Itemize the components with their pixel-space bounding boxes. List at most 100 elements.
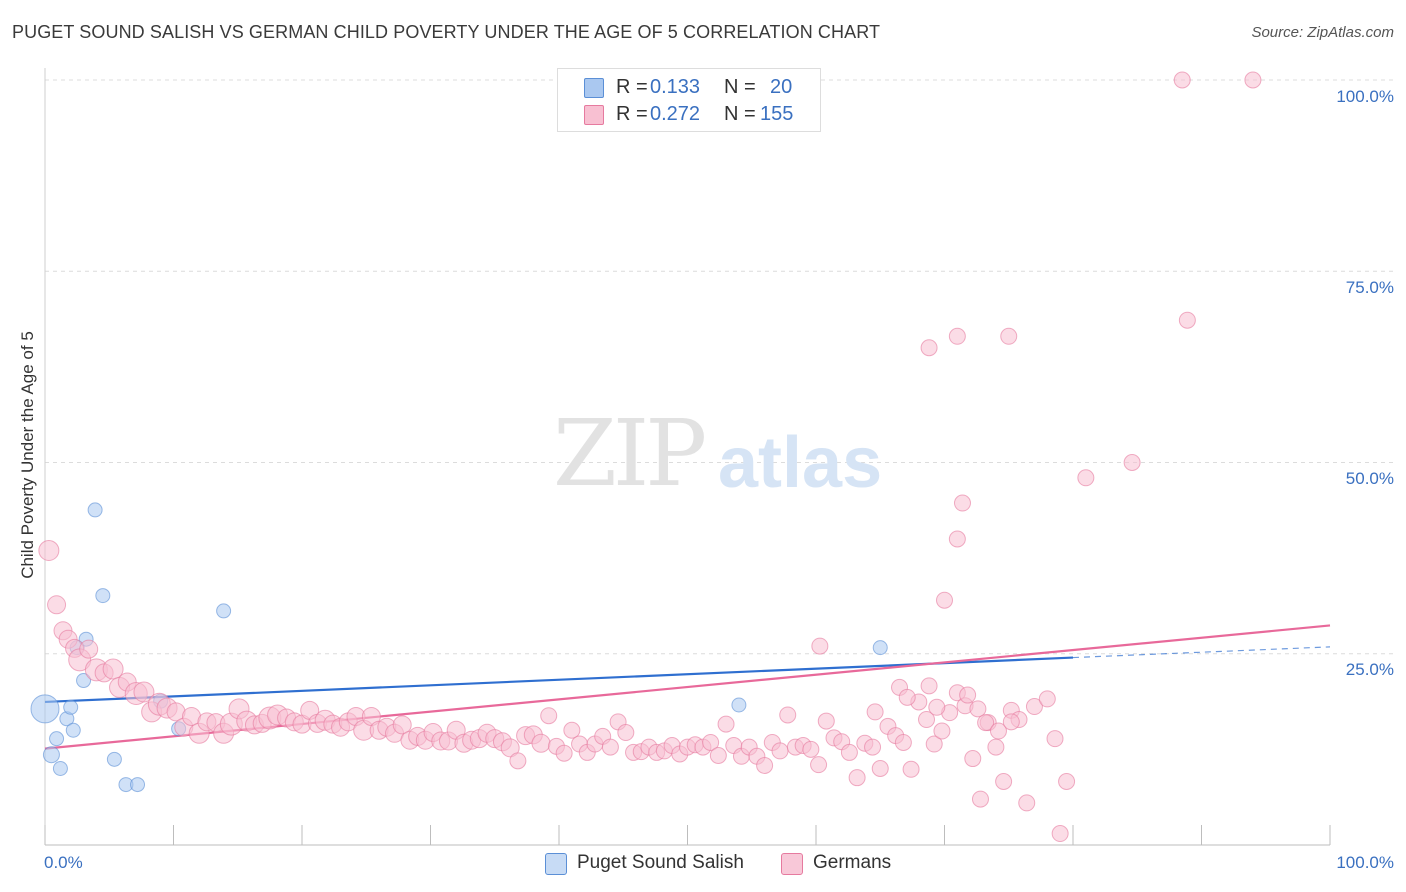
y-tick-label-50: 50.0% (1345, 469, 1394, 488)
legend-n-value: 155 (760, 103, 794, 125)
point-germans (1002, 713, 1020, 731)
point-germans (500, 738, 520, 758)
point-germans (977, 714, 995, 732)
point-germans (392, 715, 412, 735)
point-germans (969, 700, 987, 718)
legend-r-label: R = (616, 76, 648, 98)
gridlines (45, 79, 1395, 655)
point-germans (848, 769, 866, 787)
point-germans (920, 677, 938, 695)
point-germans (1051, 825, 1069, 843)
point-germans (902, 760, 920, 778)
point-germans (866, 703, 884, 721)
point-germans (918, 711, 936, 729)
point-germans (531, 733, 551, 753)
data-points (30, 71, 1262, 843)
point-germans (864, 738, 882, 756)
y-tick-label-75: 75.0% (1345, 278, 1394, 297)
point-germans (953, 494, 971, 512)
point-puget-sound-salish (63, 699, 79, 715)
point-puget-sound-salish (49, 731, 65, 747)
point-puget-sound-salish (106, 751, 122, 767)
bottom-legend-label-germans: Germans (813, 852, 892, 873)
x-tick-label-min: 0.0% (44, 853, 83, 872)
trend-line-extension-puget-sound-salish (1072, 646, 1331, 659)
point-germans (709, 746, 727, 764)
point-germans (563, 721, 581, 739)
point-puget-sound-salish (731, 697, 747, 713)
point-germans (1178, 311, 1196, 329)
watermark-atlas: atlas (718, 423, 883, 503)
point-germans (925, 735, 943, 753)
point-germans (971, 790, 989, 808)
point-germans (928, 698, 946, 716)
point-germans (898, 688, 916, 706)
point-germans (1000, 327, 1018, 345)
bottom-legend-swatch-salish (545, 853, 567, 875)
point-germans (601, 738, 619, 756)
point-germans (995, 773, 1013, 791)
point-germans (617, 724, 635, 742)
point-germans (920, 339, 938, 357)
point-germans (38, 539, 60, 561)
legend-r-value: 0.133 (650, 76, 701, 98)
point-germans (936, 591, 953, 609)
legend-n-label: N = (724, 76, 756, 98)
point-germans (810, 756, 828, 774)
legend-swatch-germans (584, 105, 604, 125)
source-label: Source: ZipAtlas.com (1251, 24, 1394, 41)
point-germans (987, 738, 1005, 756)
bottom-legend-label-salish: Puget Sound Salish (577, 852, 744, 873)
point-germans (948, 327, 966, 345)
point-puget-sound-salish (130, 777, 146, 793)
point-germans (509, 752, 527, 770)
legend-n-label: N = (724, 103, 756, 125)
point-puget-sound-salish (95, 588, 111, 604)
legend-n-value: 20 (770, 76, 793, 98)
y-axis-label: Child Poverty Under the Age of 5 (18, 331, 37, 579)
watermark-zip: ZIP (553, 400, 707, 507)
point-germans (1173, 71, 1191, 89)
point-puget-sound-salish (52, 761, 68, 776)
point-germans (102, 658, 124, 680)
x-tick-label-max: 100.0% (1336, 853, 1394, 872)
legend-r-label: R = (616, 103, 648, 125)
bottom-legend-swatch-germans (781, 853, 803, 875)
legend-r-value: 0.272 (650, 103, 701, 125)
point-germans (1077, 469, 1095, 487)
y-tick-label-100: 100.0% (1336, 87, 1394, 106)
point-germans (540, 707, 558, 725)
point-germans (717, 715, 735, 733)
correlation-legend: R = 0.133 N = 20 R = 0.272 N = 155 (557, 68, 821, 132)
point-germans (840, 743, 858, 761)
y-tick-label-25: 25.0% (1345, 660, 1394, 679)
point-germans (802, 740, 820, 758)
point-germans (933, 722, 951, 740)
point-germans (1058, 773, 1076, 791)
point-germans (779, 706, 797, 724)
point-germans (894, 733, 912, 751)
point-germans (1038, 690, 1056, 708)
point-germans (964, 750, 982, 768)
point-germans (871, 760, 889, 777)
chart-title: PUGET SOUND SALISH VS GERMAN CHILD POVER… (12, 22, 881, 42)
point-puget-sound-salish (65, 722, 81, 738)
point-puget-sound-salish (30, 694, 60, 724)
point-germans (702, 733, 720, 751)
point-germans (1025, 698, 1043, 716)
point-germans (555, 744, 573, 762)
point-germans (1244, 71, 1262, 89)
point-germans (756, 756, 774, 774)
point-germans (1123, 454, 1141, 471)
point-puget-sound-salish (872, 640, 888, 656)
point-puget-sound-salish (87, 502, 103, 518)
point-puget-sound-salish (216, 603, 232, 619)
point-germans (133, 681, 155, 703)
trend-line-puget-sound-salish (44, 656, 1074, 704)
point-germans (959, 686, 977, 704)
point-germans (47, 595, 67, 615)
legend-swatch-salish (584, 78, 604, 98)
point-germans (989, 722, 1007, 740)
point-puget-sound-salish (42, 746, 60, 764)
